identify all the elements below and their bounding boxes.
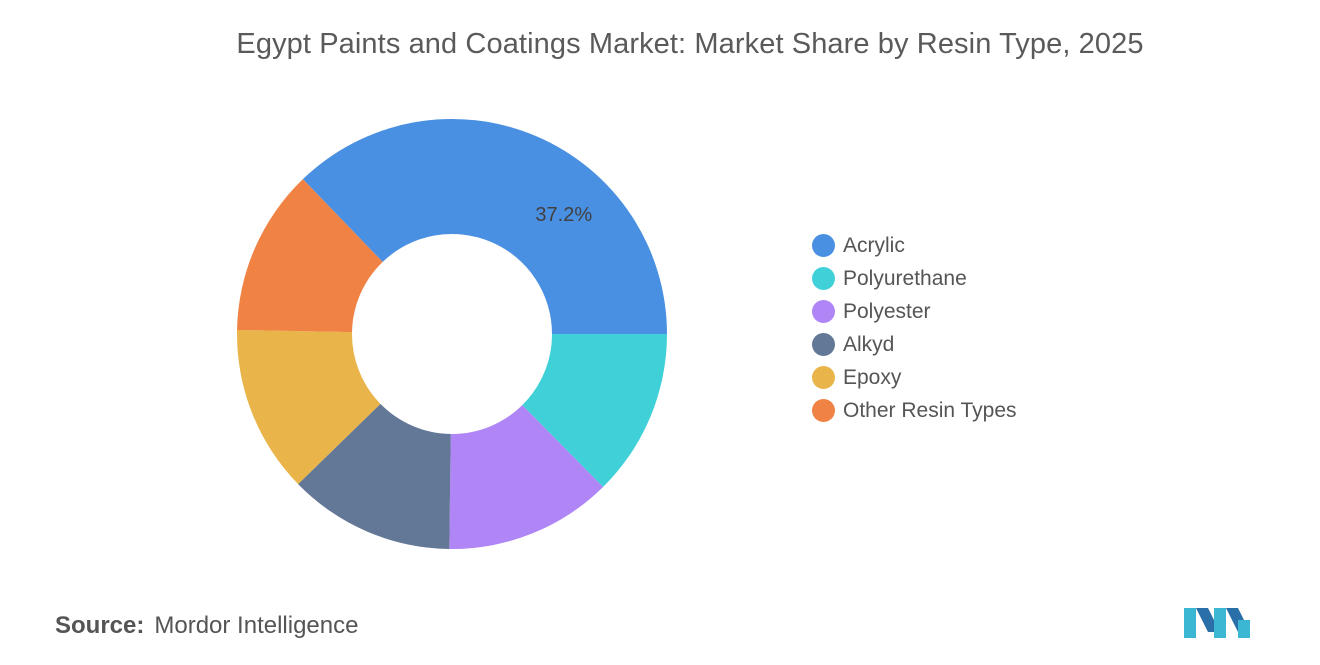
- source-value: Mordor Intelligence: [154, 612, 359, 639]
- data-label-acrylic: 37.2%: [535, 204, 592, 226]
- donut-slice-acrylic: [302, 118, 667, 334]
- legend-swatch: [812, 234, 835, 257]
- donut-slice-polyurethane: [522, 334, 667, 487]
- legend-swatch: [812, 333, 835, 356]
- legend-item-other-resin-types: Other Resin Types: [812, 394, 1017, 427]
- legend-label: Other Resin Types: [843, 398, 1017, 422]
- legend-item-alkyd: Alkyd: [812, 328, 1017, 361]
- source-label: Source:: [55, 612, 145, 639]
- legend-swatch: [812, 300, 835, 323]
- legend-item-polyurethane: Polyurethane: [812, 262, 1017, 295]
- chart-legend: Acrylic Polyurethane Polyester Alkyd Epoxy Ot…: [812, 229, 1017, 427]
- donut-slice-epoxy: [236, 329, 381, 485]
- legend-swatch: [812, 267, 835, 290]
- donut-slice-alkyd: [298, 403, 451, 549]
- legend-item-acrylic: Acrylic: [812, 229, 1017, 262]
- legend-label: Alkyd: [843, 332, 895, 356]
- donut-slice-polyester: [449, 405, 604, 549]
- source-line: Source: Mordor Intelligence: [55, 612, 358, 640]
- legend-swatch: [812, 366, 835, 389]
- chart-title: Egypt Paints and Coatings Market: Market…: [236, 28, 1144, 60]
- mordor-intelligence-logo: [1184, 608, 1250, 638]
- legend-label: Epoxy: [843, 365, 902, 389]
- donut-slice-other-resin-types: [237, 179, 383, 333]
- legend-label: Acrylic: [843, 233, 905, 257]
- legend-item-epoxy: Epoxy: [812, 361, 1017, 394]
- legend-label: Polyurethane: [843, 266, 967, 290]
- legend-label: Polyester: [843, 299, 931, 323]
- legend-item-polyester: Polyester: [812, 295, 1017, 328]
- legend-swatch: [812, 399, 835, 422]
